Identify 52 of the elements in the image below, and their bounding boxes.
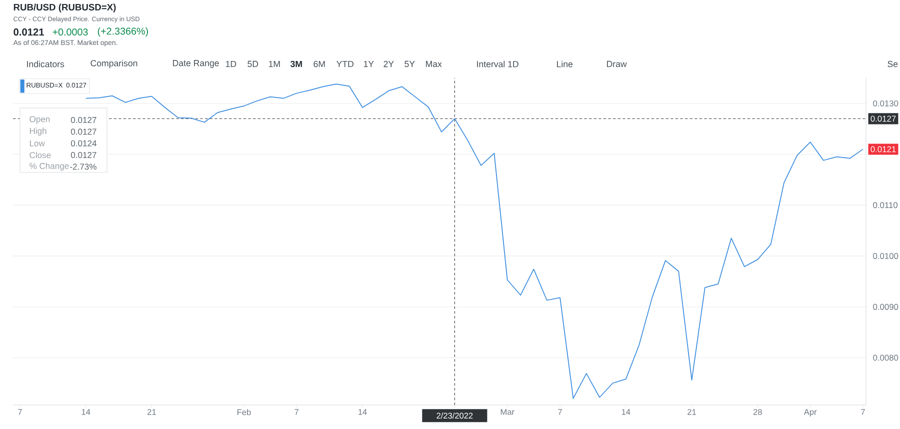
x-tick-label: 14 xyxy=(82,409,90,415)
x-tick-label: 21 xyxy=(148,409,156,415)
annotation: Close xyxy=(30,152,51,158)
y-tick-label: 0.0090 xyxy=(873,304,898,310)
text: Se xyxy=(888,60,898,68)
text: 1D xyxy=(226,60,236,68)
text: Interval 1D xyxy=(477,60,518,68)
text: Comparison xyxy=(90,60,138,68)
text: Max xyxy=(426,60,442,68)
x-tick-label: 28 xyxy=(753,409,762,415)
ref-line-label: 0.0127 xyxy=(870,116,896,122)
text: Indicators xyxy=(27,60,64,68)
x-tick-label: 2/23/2022 xyxy=(436,412,473,419)
text: Draw xyxy=(607,60,627,68)
x-tick-label: 7 xyxy=(558,409,562,415)
text: 6M xyxy=(314,60,325,68)
text: 2Y xyxy=(384,60,394,68)
x-tick-label: 7 xyxy=(861,409,865,415)
x-tick-label: 7 xyxy=(294,409,298,415)
text: 5Y xyxy=(404,60,415,68)
annotation: -2.73% xyxy=(70,164,96,170)
text: 5D xyxy=(248,60,258,68)
x-tick-label: 21 xyxy=(688,409,696,415)
text: (+2.3366%) xyxy=(98,27,148,37)
text: Date Range xyxy=(173,60,219,68)
chart-title: RUB/USD (RUBUSD=X) xyxy=(14,4,116,12)
text: 1Y xyxy=(364,60,374,68)
y-tick-label: 0.0130 xyxy=(873,100,898,106)
x-tick-label: 14 xyxy=(622,409,630,415)
text: 0.0121 xyxy=(14,28,44,36)
annotation: 0.0124 xyxy=(70,140,96,146)
text: YTD xyxy=(336,60,354,68)
annotation: High xyxy=(30,128,46,136)
annotation: 0.0121 xyxy=(870,146,896,152)
annotation: % Change xyxy=(30,162,69,171)
annotation: Low xyxy=(30,140,45,146)
y-tick-label: 0.0110 xyxy=(873,202,898,208)
text: +0.0003 xyxy=(52,28,88,36)
y-tick-label: 0.0080 xyxy=(873,354,898,361)
text: 3M xyxy=(290,60,302,68)
annotation: 0.0127 xyxy=(70,116,96,124)
x-tick-label: Apr xyxy=(804,409,817,416)
annotation: Open xyxy=(30,116,50,124)
x-tick-label: Mar xyxy=(500,409,514,415)
x-tick-label: Feb xyxy=(237,409,251,416)
text: Line xyxy=(557,60,573,68)
x-tick-label: 7 xyxy=(18,409,22,415)
annotation: 0.0127 xyxy=(70,128,96,135)
text: 1M xyxy=(268,60,280,68)
x-tick-label: 14 xyxy=(358,409,367,415)
y-tick-label: 0.0100 xyxy=(873,253,898,259)
annotation: 0.0127 xyxy=(70,152,96,158)
